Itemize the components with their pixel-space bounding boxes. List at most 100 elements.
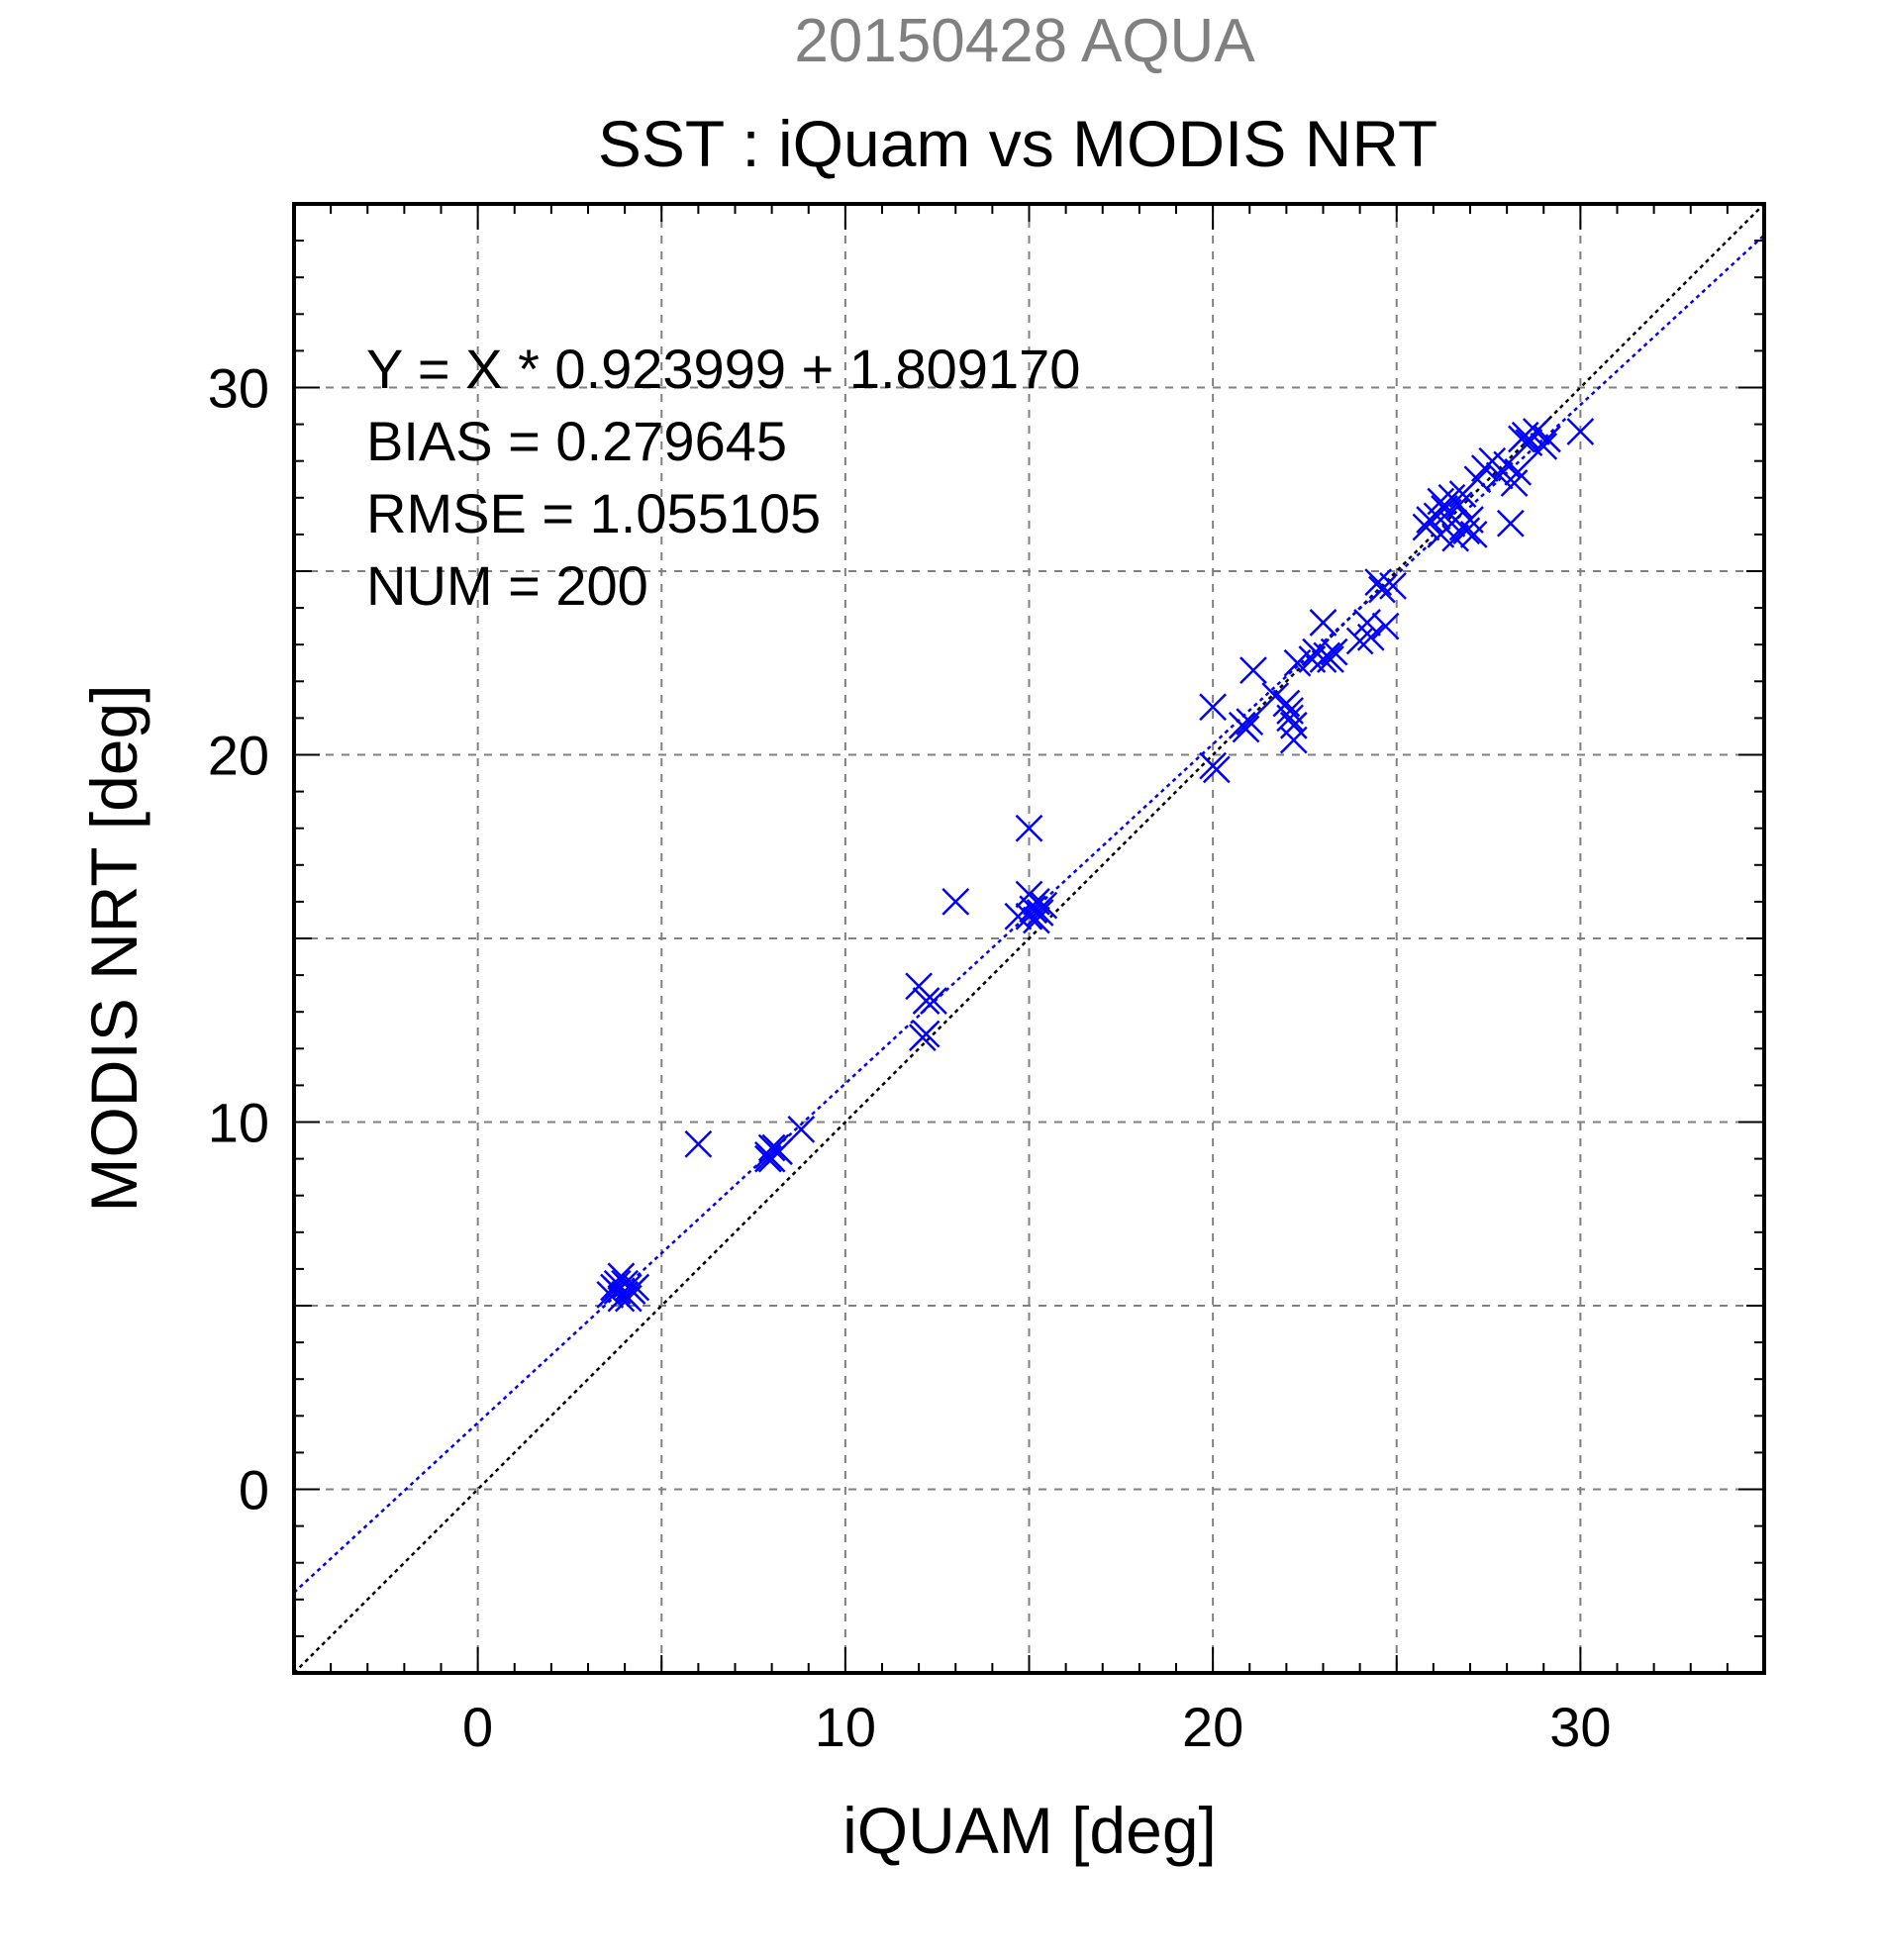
data-point-stroke (1232, 715, 1260, 743)
y-tick-label: 10 (208, 1092, 269, 1154)
stats-line-rmse: RMSE = 1.055105 (366, 482, 821, 544)
data-point-stroke (1478, 446, 1507, 475)
data-point-stroke (1345, 627, 1374, 655)
data-point-stroke (1500, 469, 1529, 497)
data-point (1030, 891, 1058, 920)
data-point (1530, 432, 1558, 460)
data-point (607, 1262, 636, 1291)
y-tick-label: 20 (208, 725, 269, 787)
data-point (603, 1269, 632, 1298)
data-point-stroke (1261, 682, 1290, 711)
data-point (1452, 517, 1481, 545)
data-point-stroke (920, 987, 947, 1015)
data-point (941, 888, 970, 916)
data-point (1534, 425, 1561, 453)
data-point-stroke (1452, 517, 1481, 545)
data-point-stroke (1202, 755, 1231, 784)
data-point-stroke (1459, 521, 1488, 548)
data-point (1232, 715, 1260, 743)
y-tick-label: 0 (239, 1459, 269, 1521)
data-point (920, 987, 947, 1015)
data-point-stroke (1437, 509, 1466, 538)
data-point (1309, 609, 1337, 637)
data-point (1496, 509, 1525, 538)
data-point (1276, 697, 1304, 725)
x-tick-label: 0 (462, 1696, 493, 1758)
data-point-stroke (1364, 568, 1393, 597)
x-axis-label: iQUAM [deg] (842, 1794, 1217, 1867)
data-point (1437, 483, 1466, 512)
data-point (1202, 755, 1231, 784)
data-points (596, 418, 1595, 1313)
data-point-stroke (614, 1284, 643, 1313)
y-tick-label: 30 (208, 357, 269, 420)
data-point (1368, 575, 1396, 604)
data-point (1019, 895, 1047, 924)
data-point-stroke (905, 972, 934, 1001)
data-point-stroke (941, 888, 970, 916)
data-point-stroke (1015, 902, 1043, 931)
data-point-stroke (1493, 450, 1522, 479)
chart-supertitle: 20150428 AQUA (794, 7, 1255, 75)
plot-area (292, 202, 1766, 1675)
data-point (1309, 645, 1337, 673)
data-point (1427, 487, 1455, 516)
data-point (908, 1024, 937, 1052)
data-point-stroke (1019, 895, 1047, 924)
x-tick-label: 30 (1549, 1696, 1611, 1758)
data-point-stroke (684, 1129, 713, 1158)
data-point-stroke (1015, 814, 1043, 842)
data-point-stroke (1356, 623, 1385, 651)
stats-line-num: NUM = 200 (366, 554, 648, 617)
data-point-stroke (603, 1269, 632, 1298)
data-point-stroke (1309, 609, 1337, 637)
data-point (1236, 708, 1264, 735)
data-point-stroke (1004, 902, 1033, 931)
data-point-stroke (1276, 697, 1304, 725)
data-point-stroke (787, 1116, 816, 1143)
data-point (1345, 627, 1374, 655)
data-point-stroke (1279, 726, 1308, 754)
data-point-stroke (1236, 708, 1264, 735)
data-point-stroke (1496, 509, 1525, 538)
grid (294, 204, 1764, 1673)
data-point-stroke (757, 1133, 786, 1162)
data-point (1500, 469, 1529, 497)
data-point-stroke (754, 1144, 782, 1173)
data-point-stroke (1427, 487, 1455, 516)
data-point-stroke (1309, 645, 1337, 673)
data-point-stroke (607, 1262, 636, 1291)
data-point-stroke (1279, 711, 1308, 739)
data-point (787, 1116, 816, 1143)
data-point (1566, 418, 1595, 445)
data-point-stroke (1199, 693, 1228, 722)
data-point (757, 1133, 786, 1162)
data-point-stroke (1522, 418, 1550, 445)
chart-title: SST : iQuam vs MODIS NRT (598, 107, 1437, 180)
data-point-stroke (1317, 645, 1344, 673)
data-point-stroke (1026, 899, 1054, 927)
data-point (1317, 645, 1344, 673)
data-point (1504, 457, 1533, 486)
data-point (1015, 902, 1043, 931)
stats-annotation: Y = X * 0.923999 + 1.809170 BIAS = 0.279… (366, 338, 1080, 617)
data-point (754, 1144, 782, 1173)
y-axis-label: MODIS NRT [deg] (77, 684, 150, 1212)
data-point (1364, 568, 1393, 597)
data-point (1239, 656, 1267, 685)
data-point-stroke (1456, 506, 1484, 534)
plot-frame (292, 202, 1766, 1675)
data-point-stroke (1371, 612, 1400, 640)
data-point (1279, 726, 1308, 754)
stats-line-fit: Y = X * 0.923999 + 1.809170 (366, 338, 1080, 400)
data-point-stroke (1566, 418, 1595, 445)
data-point-stroke (1530, 432, 1558, 460)
data-point-stroke (1272, 689, 1301, 718)
x-tick-label: 10 (815, 1696, 876, 1758)
data-point-stroke (1534, 425, 1561, 453)
identity-line (293, 203, 1765, 1674)
data-point-stroke (1030, 891, 1058, 920)
data-point (1459, 521, 1488, 548)
data-point (1356, 623, 1385, 651)
